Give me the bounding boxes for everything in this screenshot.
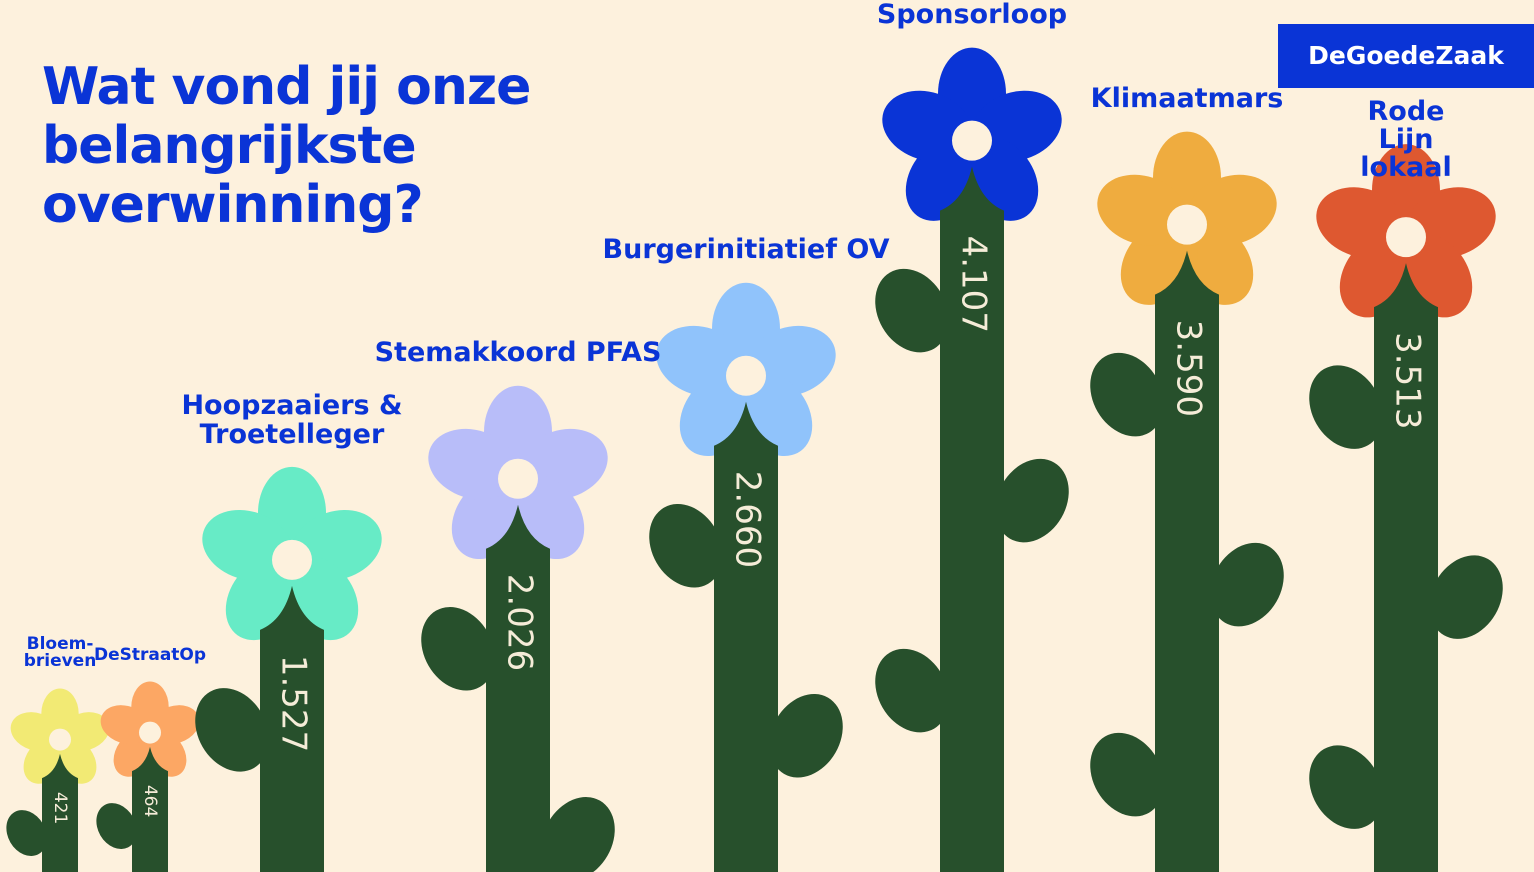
value-label: 3.590 <box>1169 320 1209 417</box>
category-label: Klimaatmars <box>1091 85 1284 113</box>
category-label: Stemakkoord PFAS <box>375 339 662 367</box>
flower-center <box>272 540 312 580</box>
flower-center <box>498 459 538 499</box>
title: Wat vond jij onze belangrijkste overwinn… <box>42 58 530 235</box>
value-label: 421 <box>50 792 70 824</box>
value-label: 3.513 <box>1388 332 1428 429</box>
category-label: Burgerinitiatief OV <box>603 236 890 264</box>
flower-center <box>139 722 161 744</box>
value-label: 4.107 <box>954 236 994 333</box>
value-label: 2.026 <box>500 574 540 671</box>
flower-center <box>726 356 766 396</box>
flower-center <box>1386 217 1426 257</box>
flower-center <box>49 729 71 751</box>
value-label: 2.660 <box>728 471 768 568</box>
category-label: DeStraatOp <box>94 647 206 665</box>
value-label: 1.527 <box>274 655 314 752</box>
category-label: Hoopzaaiers & Troetelleger <box>181 392 402 449</box>
category-label: Sponsorloop <box>877 1 1067 29</box>
bar <box>486 505 550 872</box>
flower-center <box>1167 205 1207 245</box>
infographic: 421 464 1.527 2.026 2.660 4.107 3.590 3.513 Wat… <box>0 0 1534 872</box>
logo: DeGoedeZaak <box>1278 24 1534 88</box>
category-label: Bloem- brieven <box>24 636 97 672</box>
category-label: Rode Lijn lokaal <box>1342 98 1470 183</box>
value-label: 464 <box>140 785 160 817</box>
flower-center <box>952 121 992 161</box>
